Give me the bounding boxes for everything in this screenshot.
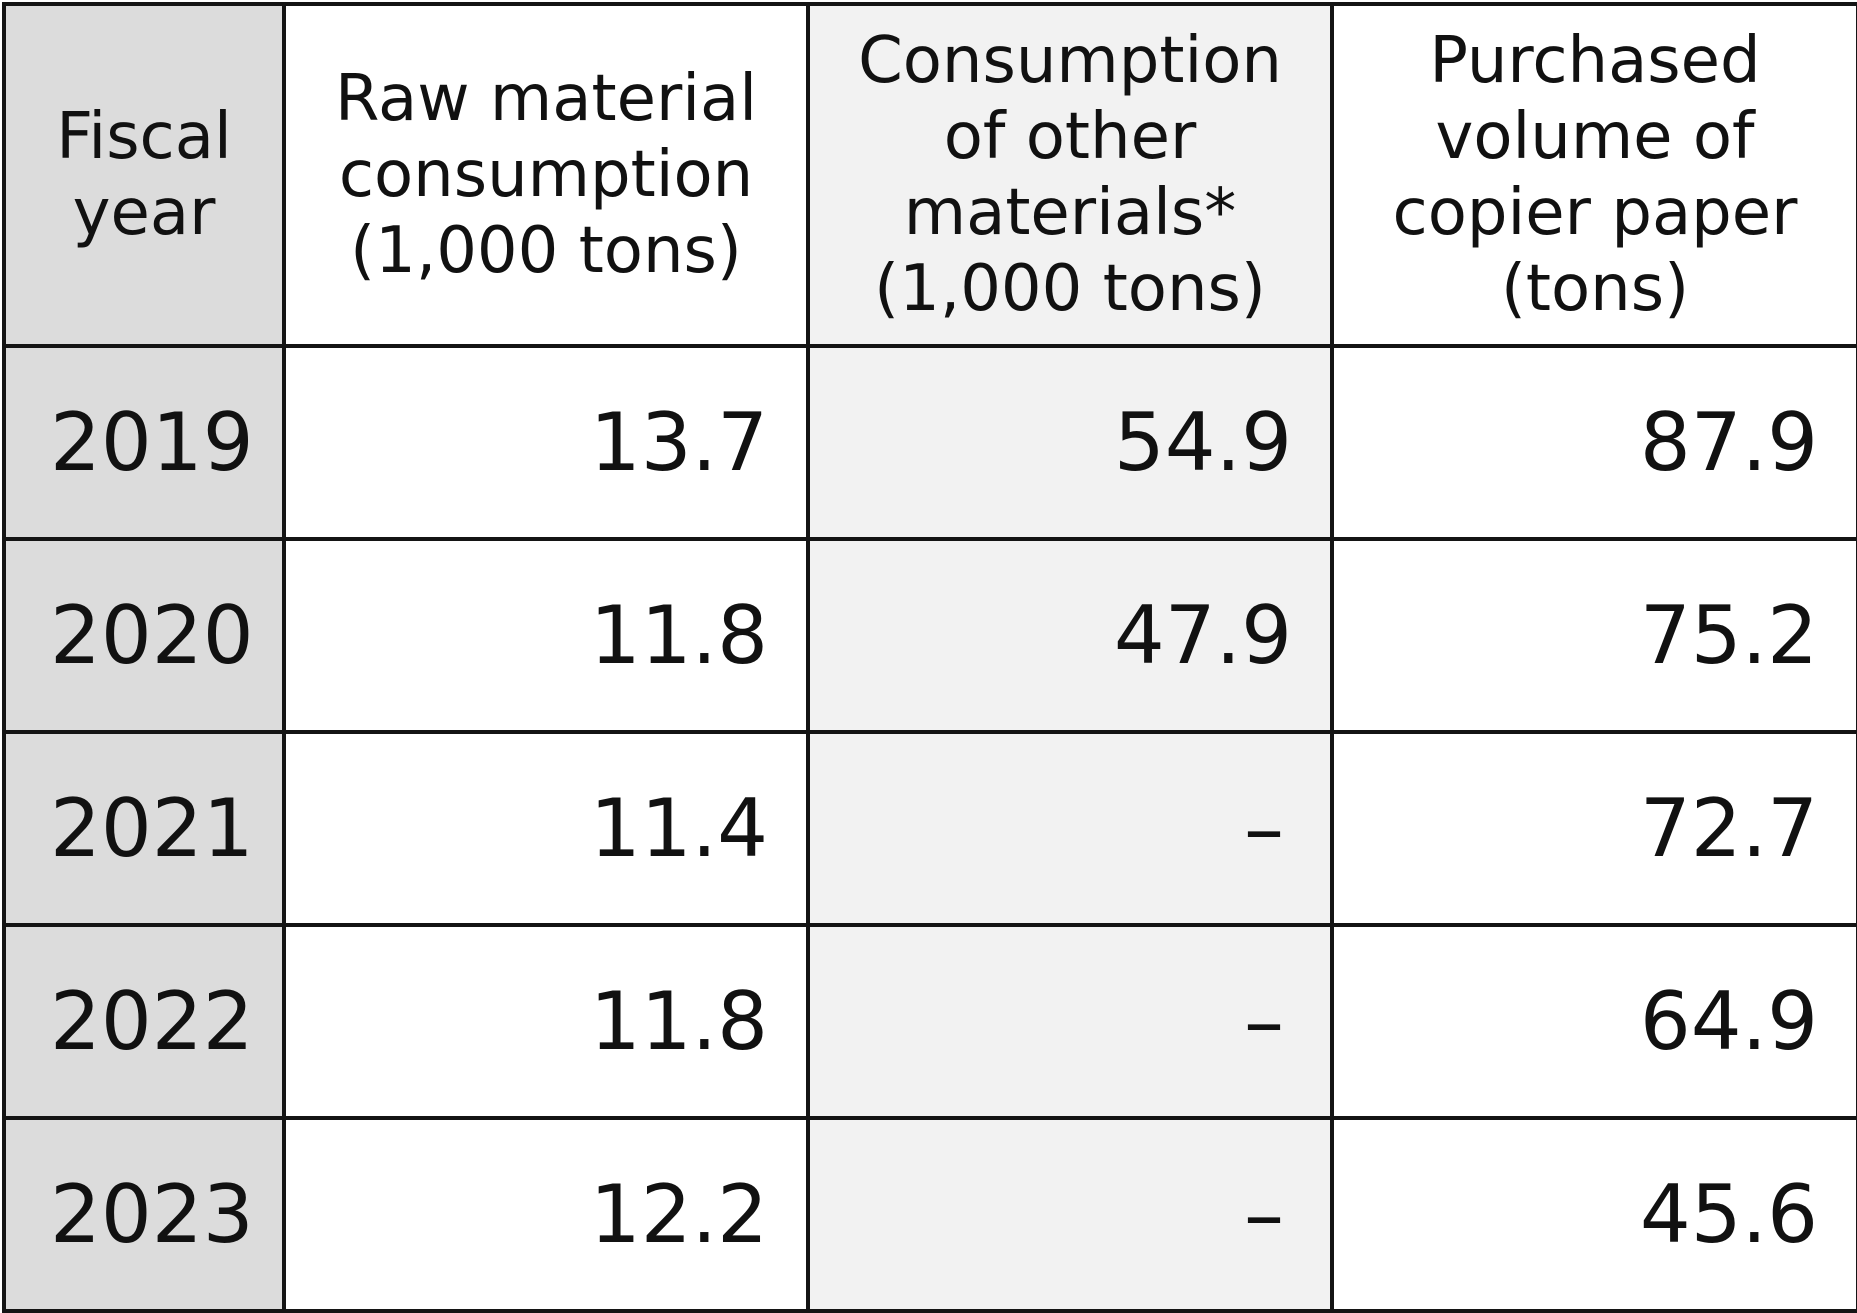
header-line: (1,000 tons) <box>874 252 1266 326</box>
other-materials-cell: 54.9 <box>806 344 1334 541</box>
copier-paper-cell: 45.6 <box>1330 1116 1857 1313</box>
header-line: of other <box>943 100 1197 174</box>
header-line: (1,000 tons) <box>350 214 742 288</box>
copier-paper-cell: 72.7 <box>1330 730 1857 927</box>
header-line: Raw material <box>334 62 758 136</box>
other-materials-cell: – <box>806 730 1334 927</box>
copier-paper-cell: 75.2 <box>1330 537 1857 734</box>
table-row: 2019 13.7 54.9 87.9 <box>2 344 1857 541</box>
header-other-materials: Consumption of other materials* (1,000 t… <box>806 2 1334 348</box>
copier-paper-cell: 87.9 <box>1330 344 1857 541</box>
header-line: Consumption <box>858 24 1282 98</box>
header-raw-material: Raw material consumption (1,000 tons) <box>282 2 810 348</box>
other-materials-cell: – <box>806 923 1334 1120</box>
other-materials-cell: 47.9 <box>806 537 1334 734</box>
header-line: volume of <box>1435 100 1755 174</box>
fiscal-year-cell: 2021 <box>2 730 286 927</box>
table-row: 2020 11.8 47.9 75.2 <box>2 537 1857 734</box>
header-line: year <box>72 176 216 250</box>
fiscal-year-cell: 2022 <box>2 923 286 1120</box>
header-fiscal-year: Fiscal year <box>2 2 286 348</box>
header-line: consumption <box>338 138 754 212</box>
header-line: (tons) <box>1500 252 1690 326</box>
copier-paper-cell: 64.9 <box>1330 923 1857 1120</box>
header-copier-paper: Purchased volume of copier paper (tons) <box>1330 2 1857 348</box>
other-materials-cell: – <box>806 1116 1334 1313</box>
header-line: Fiscal <box>56 100 232 174</box>
raw-material-cell: 11.8 <box>282 923 810 1120</box>
raw-material-cell: 12.2 <box>282 1116 810 1313</box>
raw-material-cell: 13.7 <box>282 344 810 541</box>
table-row: 2022 11.8 – 64.9 <box>2 923 1857 1120</box>
table-row: 2021 11.4 – 72.7 <box>2 730 1857 927</box>
header-row: Fiscal year Raw material consumption (1,… <box>2 2 1857 348</box>
fiscal-year-cell: 2019 <box>2 344 286 541</box>
fiscal-year-cell: 2020 <box>2 537 286 734</box>
table-row: 2023 12.2 – 45.6 <box>2 1116 1857 1313</box>
raw-material-cell: 11.4 <box>282 730 810 927</box>
header-line: materials* <box>903 176 1237 250</box>
fiscal-year-cell: 2023 <box>2 1116 286 1313</box>
header-line: copier paper <box>1392 176 1798 250</box>
header-line: Purchased <box>1429 24 1761 98</box>
raw-material-cell: 11.8 <box>282 537 810 734</box>
